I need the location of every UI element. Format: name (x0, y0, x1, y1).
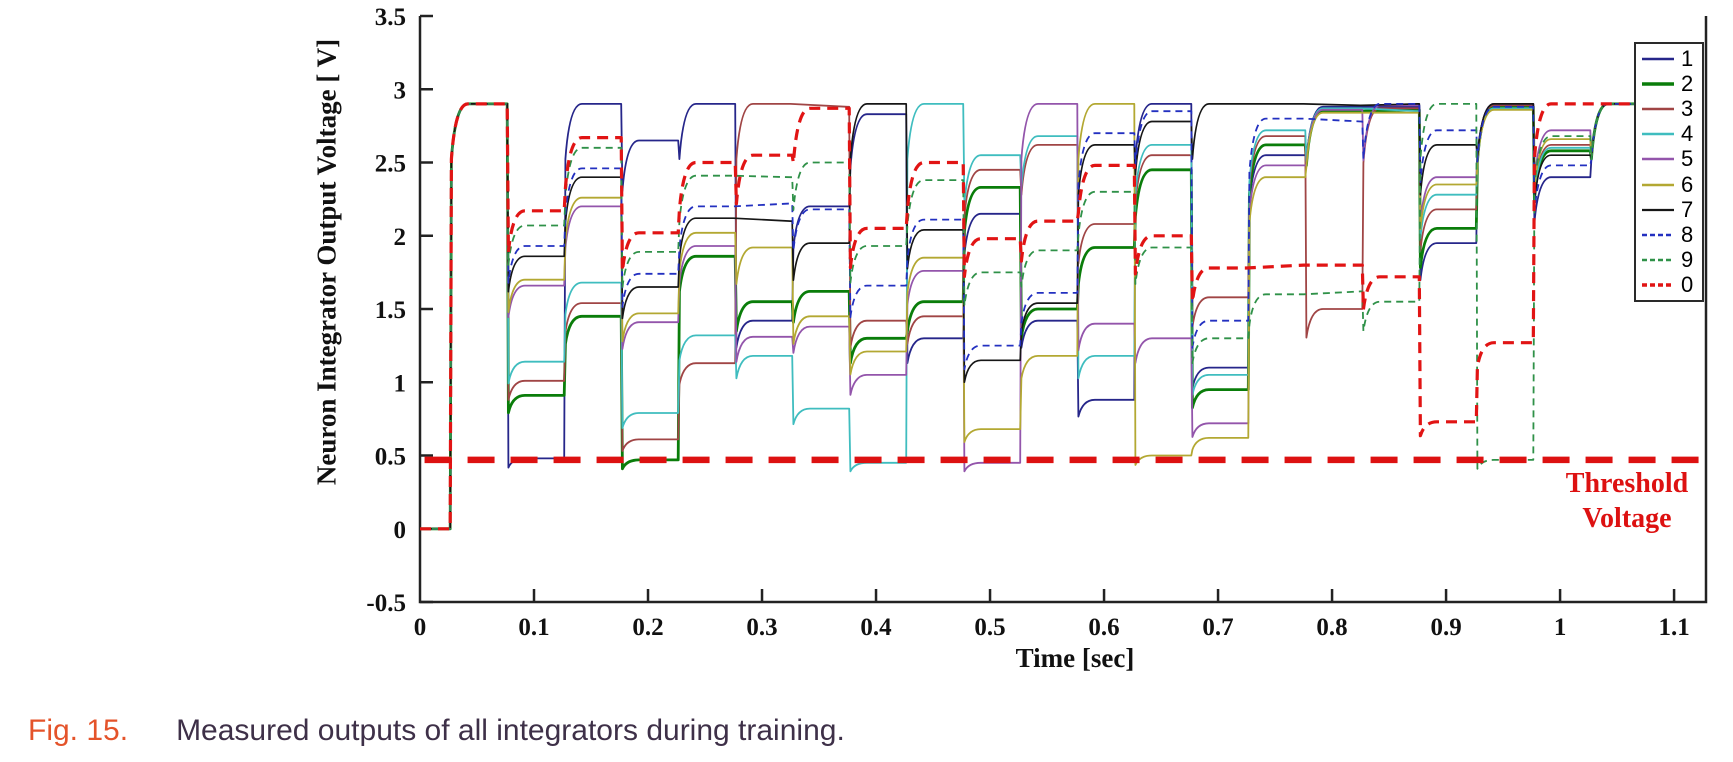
legend-item-9: 9 (1642, 248, 1698, 272)
x-tick-label: 0.3 (746, 614, 777, 641)
legend-label-2: 2 (1681, 70, 1694, 96)
threshold-voltage-label: Threshold Voltage (1548, 466, 1706, 536)
y-tick-label: 0.5 (375, 444, 406, 471)
legend-line-sample-9 (1642, 258, 1674, 262)
x-tick-label: 0.5 (974, 614, 1005, 641)
x-tick-label: 0.4 (860, 614, 892, 641)
legend-label-4: 4 (1681, 121, 1694, 147)
threshold-label-line1: Threshold (1565, 468, 1689, 499)
x-tick-label: 0.9 (1430, 614, 1461, 641)
threshold-label-line2: Voltage (1582, 503, 1672, 534)
series-line-6 (420, 103, 1646, 530)
y-tick-label: 3.5 (375, 4, 406, 31)
legend-label-7: 7 (1681, 196, 1694, 222)
y-tick-label: 1 (394, 370, 407, 397)
legend-line-sample-5 (1642, 158, 1674, 161)
legend-label-5: 5 (1681, 146, 1694, 172)
x-tick-label: 0.6 (1088, 614, 1119, 641)
x-tick-label: 0 (414, 614, 427, 641)
figure-caption: Fig. 15. Measured outputs of all integrat… (28, 714, 845, 748)
legend-label-1: 1 (1681, 45, 1694, 71)
legend-line-sample-1 (1642, 57, 1674, 60)
legend-label-6: 6 (1681, 171, 1694, 197)
legend-label-0: 0 (1681, 272, 1694, 298)
legend-line-sample-3 (1642, 107, 1674, 111)
x-tick-label: 0.2 (632, 614, 663, 641)
legend-line-sample-2 (1642, 82, 1674, 86)
x-tick-label: 0.1 (518, 614, 549, 641)
y-tick-label: 2.5 (375, 151, 406, 178)
legend-item-1: 1 (1642, 47, 1698, 71)
series-line-0 (420, 102, 1646, 531)
series-line-2 (420, 102, 1646, 531)
legend-line-sample-6 (1642, 183, 1674, 186)
legend-item-3: 3 (1642, 97, 1698, 121)
x-tick-label: 0.7 (1202, 614, 1233, 641)
series-line-3 (420, 103, 1646, 530)
x-axis-label: Time [sec] (1015, 643, 1135, 673)
x-tick-label: 1.1 (1658, 614, 1689, 641)
x-tick-label: 0.8 (1316, 614, 1347, 641)
figure-caption-number: Fig. 15. (28, 714, 129, 747)
legend-label-8: 8 (1681, 221, 1694, 247)
legend-item-0: 0 (1642, 273, 1698, 297)
figure-caption-text: Measured outputs of all integrators duri… (176, 714, 845, 747)
legend-item-4: 4 (1642, 122, 1698, 146)
series-line-8 (420, 103, 1646, 530)
legend-line-sample-0 (1642, 283, 1674, 288)
series-line-5 (420, 103, 1646, 530)
y-tick-label: 2 (394, 224, 407, 251)
y-tick-label: -0.5 (366, 590, 406, 617)
legend-line-sample-8 (1642, 233, 1674, 237)
legend-line-sample-7 (1642, 208, 1674, 211)
x-tick-label: 1 (1554, 614, 1567, 641)
legend-item-5: 5 (1642, 147, 1698, 171)
y-tick-label: 3 (394, 77, 407, 104)
legend-label-9: 9 (1681, 247, 1694, 273)
legend-line-sample-4 (1642, 132, 1674, 136)
legend-item-7: 7 (1642, 198, 1698, 222)
y-tick-label: 0 (394, 517, 407, 544)
y-axis-label: Neuron Integrator Output Voltage [ V] (311, 38, 342, 486)
legend-item-6: 6 (1642, 173, 1698, 197)
legend-item-2: 2 (1642, 72, 1698, 96)
series-line-4 (420, 103, 1646, 530)
legend-label-3: 3 (1681, 95, 1694, 121)
y-tick-label: 1.5 (375, 297, 406, 324)
legend-item-8: 8 (1642, 223, 1698, 247)
